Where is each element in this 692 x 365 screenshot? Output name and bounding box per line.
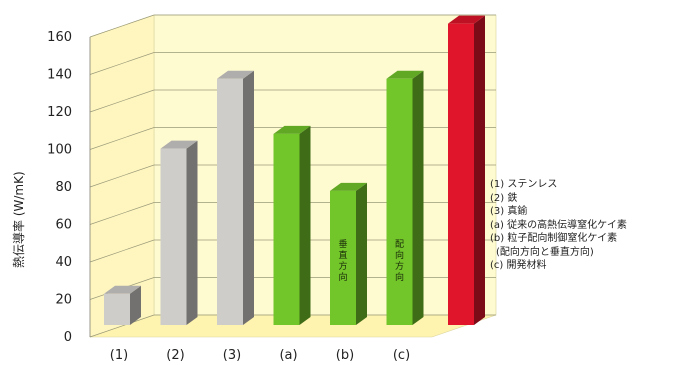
x-axis-ticks: (1) (2) (3) (a) (b) (c) [110,348,410,363]
bar [104,293,130,325]
bar [217,78,243,326]
bar-0 [104,285,141,325]
bar-annotation: 向 [395,271,404,283]
legend-entry: (c) 開発材料 [490,260,547,271]
legend-entry: (b) 粒子配向制御窒化ケイ素 [490,233,618,244]
y-tick-label: 100 [47,143,72,158]
bar-side [474,15,485,326]
x-tick-label: (2) [166,348,184,363]
bar [448,23,474,326]
y-tick-label: 0 [64,330,72,345]
y-axis-ticks: 0 20 40 60 80 100 120 140 160 [47,30,91,345]
y-tick-label: 80 [55,180,72,195]
y-axis-label: 熱伝導率 (W/mK) [12,171,26,268]
bar-annotation: 方 [338,260,347,272]
y-tick-label: 140 [47,68,72,83]
bar-side [130,285,141,325]
x-tick-label: (3) [223,348,241,363]
bar-annotation: 方 [395,260,404,272]
bar-annotation: 配 [395,239,404,250]
x-tick-label: (b) [336,348,354,363]
legend-entry: (a) 従来の高熱伝導窒化ケイ素 [490,219,627,231]
bar-top [448,15,485,24]
bar-top [330,182,367,191]
bar-side [356,182,367,325]
gridline [89,14,496,38]
gridline [89,239,496,263]
chart-gridlines [89,14,496,338]
bar-4: 垂直方向 [330,182,367,325]
bar-top [104,285,141,294]
x-tick-label: (c) [393,348,410,363]
bar-side [243,70,254,326]
bar-2 [217,70,254,326]
bar-1 [160,140,198,325]
x-tick-label: (1) [110,348,128,363]
bar [386,78,413,326]
gridline [89,127,496,150]
legend-entry: (2) 鉄 [490,192,518,204]
bar [330,190,356,325]
bar-6 [448,15,485,326]
bar [160,148,187,325]
y-tick-label: 120 [47,105,72,120]
bar [273,133,300,325]
gridline [89,89,496,113]
bar-side [186,140,198,325]
legend-entry: (配向方向と垂直方向) [496,246,594,258]
y-tick-label: 60 [55,218,72,233]
bar-side [299,125,311,326]
bar-5: 配向方向 [386,70,424,326]
y-tick-label: 20 [55,293,72,308]
bar-annotation: 垂 [338,238,347,250]
y-tick-label: 40 [55,255,72,270]
gridline [89,52,496,75]
bar-annotation: 向 [338,271,347,283]
bar-top [273,125,311,134]
legend-entry: (3) 真鍮 [490,206,528,217]
bar-top [217,70,254,79]
x-tick-label: (a) [279,348,297,363]
gridline [89,164,496,188]
bar-3 [273,125,311,326]
bar-top [386,70,424,79]
bar-annotation: 向 [395,249,404,261]
bar-side [412,70,424,326]
chart-legend: (1) ステンレス (2) 鉄 (3) 真鍮 (a) 従来の高熱伝導窒化ケイ素 … [490,178,627,273]
gridline [89,314,496,338]
y-tick-label: 160 [47,30,72,45]
bar-top [160,140,198,149]
gridline [89,202,496,225]
bar-annotation: 直 [338,249,347,261]
legend-entry: (1) ステンレス [490,179,558,190]
